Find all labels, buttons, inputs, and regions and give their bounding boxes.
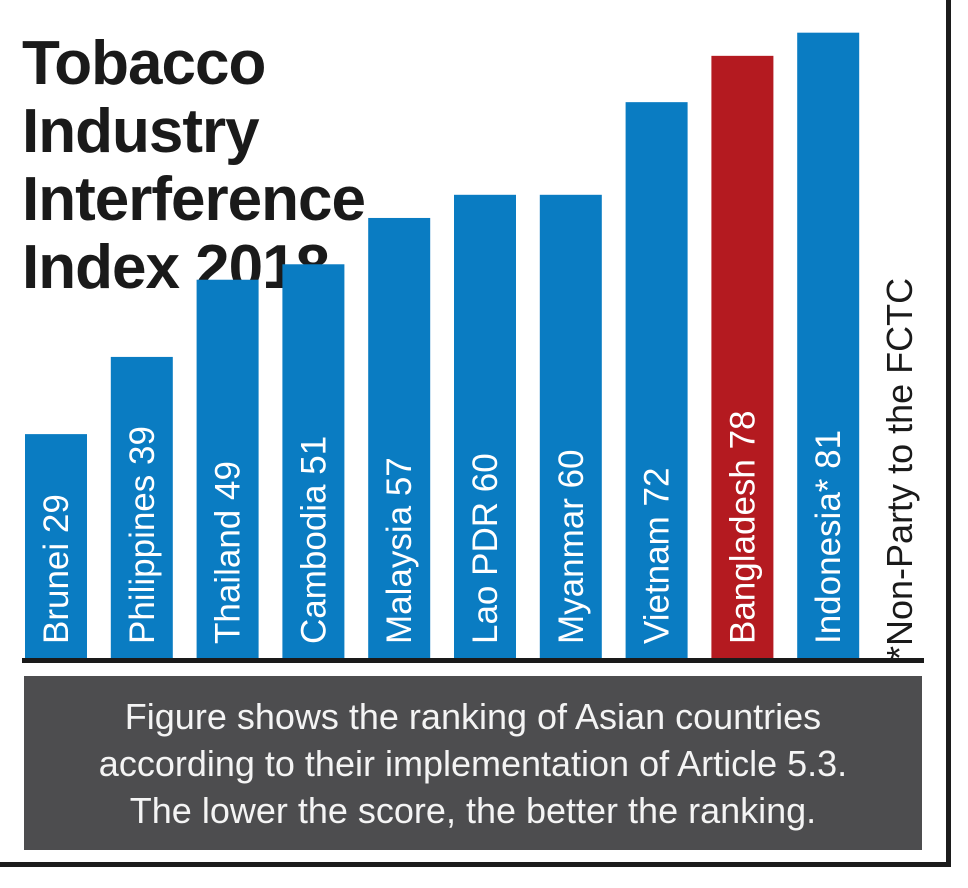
- caption-text: Figure shows the ranking of Asian countr…: [99, 693, 847, 834]
- title-line-3: Index 2018: [22, 233, 330, 302]
- bar-cambodia: [282, 264, 345, 658]
- caption-line-2: according to their implementation of Art…: [98, 742, 848, 784]
- bar-myanmar: [539, 194, 602, 659]
- bar-lao-pdr: [454, 194, 516, 659]
- title-line-2: Interference: [22, 165, 366, 234]
- bar-label: Lao PDR 60: [466, 453, 505, 644]
- title-line-1: Tobacco Industry: [22, 29, 266, 166]
- bar-philippines: [110, 356, 173, 658]
- bar-label: Cambodia 51: [294, 436, 333, 644]
- bar-label: Bangladesh 78: [723, 410, 762, 644]
- bar-label: Myanmar 60: [552, 449, 591, 644]
- bar-malaysia: [368, 217, 431, 658]
- caption-box: Figure shows the ranking of Asian countr…: [24, 676, 922, 850]
- bar-brunei: [25, 434, 87, 658]
- bar-label: Philippines 39: [123, 426, 162, 644]
- chart-title: Tobacco Industry Interference Index 2018: [22, 30, 492, 302]
- bar-indonesia: [797, 32, 860, 659]
- bar-label: Thailand 49: [209, 461, 248, 644]
- footnote: *Non-Party to the FCTC: [879, 277, 920, 660]
- frame-bottom-border: [0, 862, 951, 867]
- bar-label: Indonesia* 81: [809, 430, 848, 644]
- frame-right-border: [946, 0, 951, 866]
- bar-label: Brunei 29: [37, 494, 76, 644]
- bar-label: Malaysia 57: [380, 457, 419, 644]
- caption-line-3: The lower the score, the better the rank…: [129, 789, 817, 831]
- caption-line-1: Figure shows the ranking of Asian countr…: [124, 695, 822, 737]
- bar-label: Vietnam 72: [638, 468, 677, 644]
- bar-thailand: [196, 279, 259, 658]
- baseline: [22, 658, 924, 663]
- bar-vietnam: [625, 102, 688, 658]
- bar-bangladesh: [711, 55, 774, 658]
